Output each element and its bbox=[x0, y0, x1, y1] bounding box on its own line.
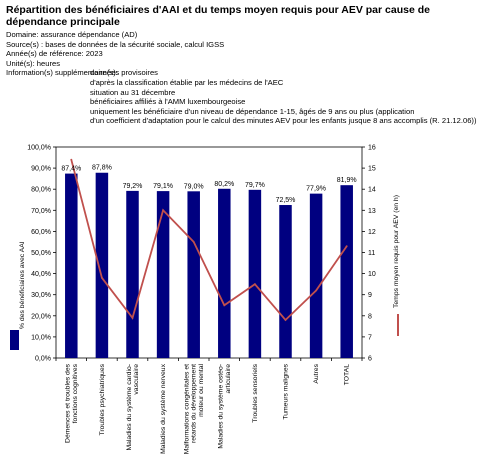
x-category-label-line: TOTAL bbox=[344, 364, 351, 385]
bar-data-label: 79,7% bbox=[245, 182, 265, 189]
metadata: Domaine: assurance dépendance (AD) Sourc… bbox=[6, 30, 476, 126]
domain-line: Domaine: assurance dépendance (AD) bbox=[6, 30, 138, 39]
x-category-label: Tumeurs malignes bbox=[283, 363, 290, 419]
line-point bbox=[192, 241, 195, 243]
source-line: Source(s) : bases de données de la sécur… bbox=[6, 39, 225, 49]
bar-data-label: 81,9% bbox=[337, 177, 357, 184]
y-right-tick-label: 7 bbox=[368, 334, 372, 341]
bar bbox=[248, 189, 262, 358]
line-point bbox=[284, 319, 287, 321]
info-line: bénéficiaires affiliés à l'AMM luxembour… bbox=[90, 97, 246, 107]
y-left-tick-label: 60,0% bbox=[31, 229, 51, 236]
line-point bbox=[70, 158, 73, 161]
info-block: Information(s) supplémentaire(s): donnée… bbox=[6, 68, 476, 126]
x-category-label: Autres bbox=[313, 363, 320, 383]
bar-data-label: 77,9% bbox=[306, 186, 326, 193]
bar bbox=[156, 191, 170, 358]
y-left-tick-label: 100,0% bbox=[27, 145, 51, 152]
line-point bbox=[345, 245, 348, 248]
info-line: d'un coefficient d'adaptation pour le ca… bbox=[90, 116, 477, 126]
y-left-tick-label: 30,0% bbox=[31, 292, 51, 299]
y-left-tick-label: 40,0% bbox=[31, 271, 51, 278]
line-point bbox=[254, 283, 256, 286]
x-category-label: Démences et troubles desfonctions cognit… bbox=[65, 363, 79, 443]
bar bbox=[187, 191, 200, 358]
y-left-tick-label: 70,0% bbox=[31, 208, 51, 215]
x-category-label-line: Maladies du système cardio- bbox=[126, 364, 133, 451]
header: Répartition des bénéficiaires d'AAI et d… bbox=[6, 4, 476, 126]
x-category-label: Maladies du système ostéo-articulaire bbox=[218, 364, 232, 449]
chart-svg: 0,0% 10,0% 20,0% 30,0% 40,0% 50,0% 60,0% 70,0% 8… bbox=[10, 145, 400, 455]
line-point bbox=[223, 304, 226, 307]
year-line: Année(s) de référence: 2023 bbox=[6, 49, 103, 59]
y-right-tick-label: 9 bbox=[368, 292, 372, 299]
unit-line: Unité(s): heures bbox=[6, 58, 61, 68]
x-category-label-line: Maladies du système nerveux bbox=[160, 363, 167, 454]
info-line: d'après la classification établie par le… bbox=[90, 77, 284, 87]
bar-data-label: 87,8% bbox=[92, 165, 112, 172]
x-category-label: Maladies du système cardio-vasculaire bbox=[126, 364, 140, 451]
x-category-label: Troubles psychiatriques bbox=[99, 363, 106, 435]
y-right-tick-label: 12 bbox=[368, 229, 376, 236]
x-category-label-line: Troubles psychiatriques bbox=[99, 363, 106, 435]
bar bbox=[126, 190, 139, 358]
x-category-label-line: Troubles sensoriels bbox=[252, 363, 259, 422]
bar-data-label: 79,1% bbox=[153, 183, 173, 190]
legend-bar-swatch bbox=[10, 330, 19, 350]
bar-data-label: 79,0% bbox=[184, 183, 204, 190]
y-right-tick-label: 8 bbox=[368, 313, 372, 320]
x-category-label: TOTAL bbox=[344, 364, 351, 385]
y-right-tick-label: 13 bbox=[368, 208, 376, 215]
info-line: données provisoires bbox=[90, 68, 158, 78]
bar bbox=[95, 172, 109, 358]
bar bbox=[309, 193, 323, 358]
y-left-tick-label: 50,0% bbox=[31, 250, 51, 257]
y-left-axis-title: % des bénéficiaires avec AAI bbox=[19, 241, 26, 329]
x-category-label-line: Démences et troubles des bbox=[65, 363, 72, 443]
x-category-label-line: Autres bbox=[313, 363, 320, 383]
line-point bbox=[315, 289, 317, 292]
x-category-label: Troubles sensoriels bbox=[252, 363, 259, 422]
x-category-label-line: Malformations congénitales et bbox=[183, 364, 190, 454]
x-category-label: Malformations congénitales etretards du … bbox=[183, 364, 205, 455]
y-left-tick-label: 0,0% bbox=[35, 356, 51, 363]
y-left-tick-label: 10,0% bbox=[31, 334, 51, 341]
x-category-label-line: Tumeurs malignes bbox=[283, 363, 290, 419]
line-point bbox=[131, 317, 134, 319]
y-right-tick-label: 16 bbox=[368, 145, 376, 152]
x-category-label-line: vasculaire bbox=[133, 364, 140, 395]
line-point bbox=[162, 209, 165, 212]
y-right-tick-label: 14 bbox=[368, 187, 376, 194]
info-line: uniquement les bénéficiaire d'un niveau … bbox=[90, 106, 415, 116]
line-series bbox=[70, 159, 348, 322]
line-point bbox=[101, 276, 103, 279]
x-category-label-line: fonctions cognitives bbox=[72, 363, 79, 423]
y-right-tick-label: 10 bbox=[368, 271, 376, 278]
bar bbox=[218, 188, 231, 358]
y-left-tick-label: 80,0% bbox=[31, 187, 51, 194]
bar-data-label: 87,4% bbox=[61, 166, 81, 173]
bar bbox=[65, 173, 78, 358]
bar-data-label: 80,2% bbox=[214, 181, 234, 188]
info-lines: données provisoires d'après la classific… bbox=[90, 68, 476, 126]
bar-data-label: 79,2% bbox=[123, 183, 143, 190]
bar bbox=[340, 185, 353, 358]
chart-title: Répartition des bénéficiaires d'AAI et d… bbox=[6, 4, 430, 28]
y-left-tick-label: 90,0% bbox=[31, 166, 51, 173]
x-category-label-line: articulaire bbox=[225, 364, 232, 394]
y-right-tick-label: 15 bbox=[368, 166, 376, 173]
bar-data-label: 72,5% bbox=[276, 197, 296, 204]
bar bbox=[279, 205, 292, 358]
x-category-label-line: Maladies du système ostéo- bbox=[218, 364, 225, 449]
x-category-label-line: retards du développement bbox=[191, 364, 198, 443]
y-right-axis-title: Temps moyen requis pour AEV (en h) bbox=[393, 195, 400, 308]
info-line: situation au 31 décembre bbox=[90, 87, 176, 97]
y-left-tick-label: 20,0% bbox=[31, 313, 51, 320]
y-right-tick-label: 11 bbox=[368, 250, 375, 257]
info-label: Information(s) supplémentaire(s): bbox=[6, 68, 118, 78]
x-category-label: Maladies du système nerveux bbox=[160, 363, 167, 454]
y-right-tick-label: 6 bbox=[368, 356, 372, 363]
x-category-label-line: moteur ou mental bbox=[198, 364, 205, 417]
